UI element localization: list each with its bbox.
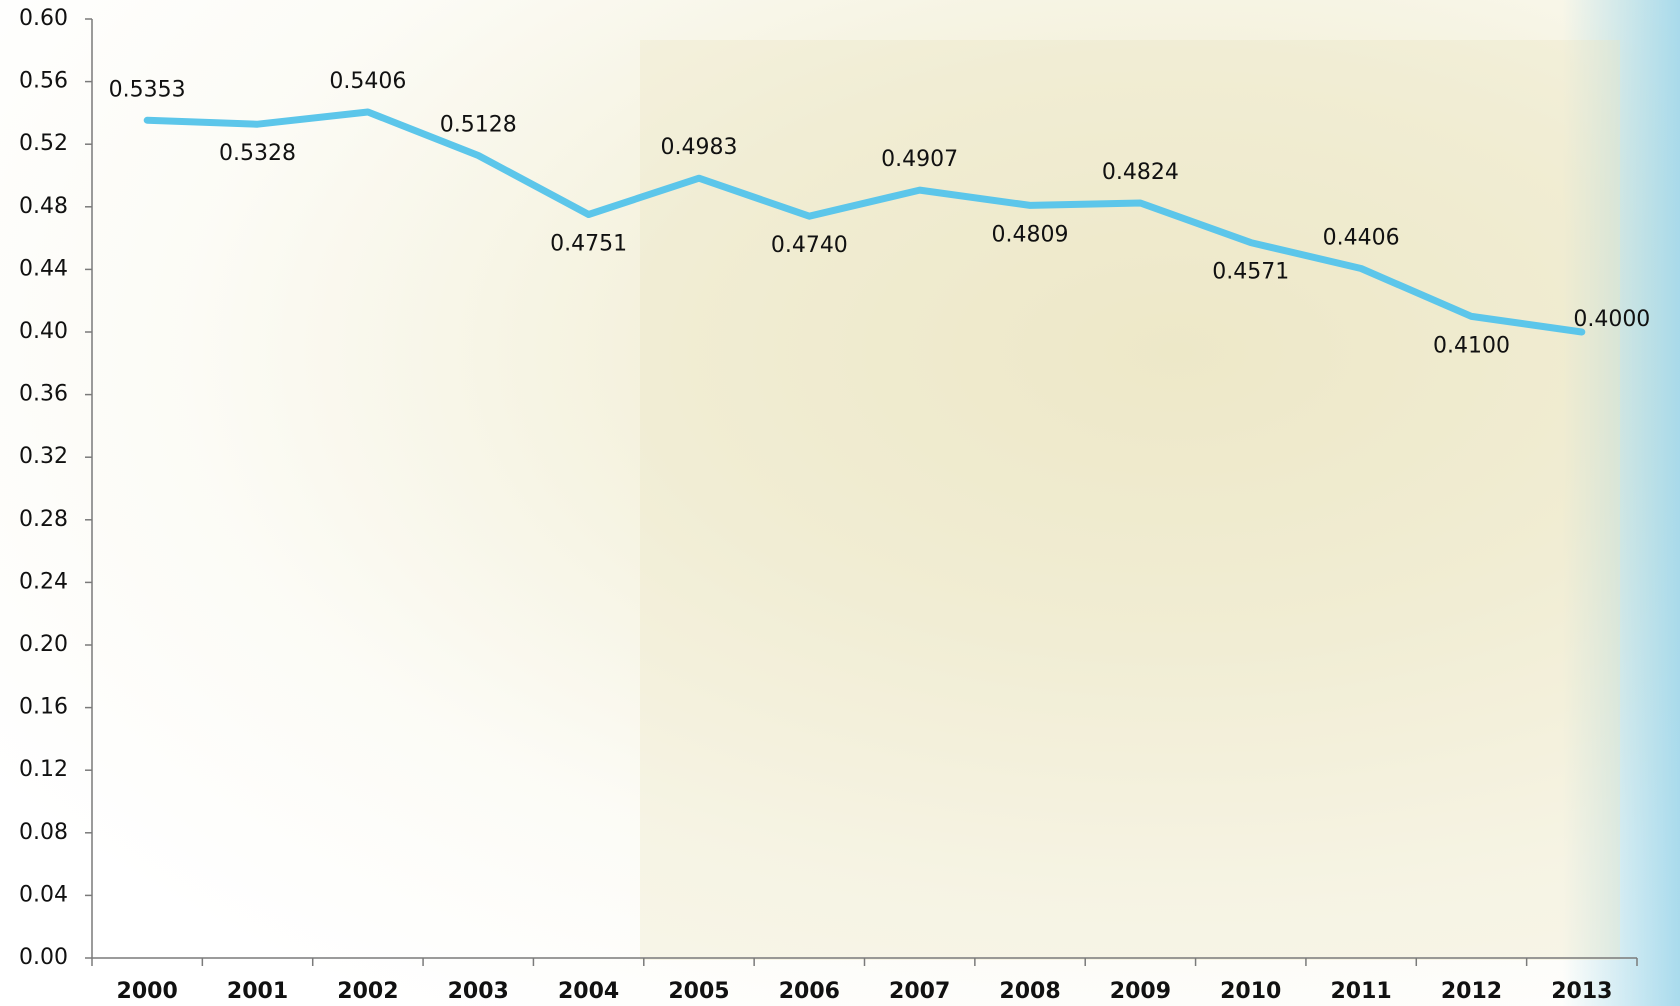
data-label: 0.4809 [992,222,1069,247]
x-tick-label: 2002 [337,979,398,1004]
y-tick-label: 0.52 [19,131,68,156]
x-tick-label: 2001 [227,979,288,1004]
x-tick-label: 2005 [668,979,729,1004]
data-label: 0.4406 [1323,225,1400,250]
x-tick-label: 2010 [1220,979,1281,1004]
y-tick-label: 0.00 [19,945,68,970]
x-tick-label: 2003 [448,979,509,1004]
chart: 0.00 0.04 0.08 0.12 0.16 0.20 0.24 0.28 0.32 0.36… [0,0,1680,1006]
data-label: 0.4751 [550,231,627,256]
data-label: 0.4824 [1102,160,1179,185]
x-tick-label: 2004 [558,979,619,1004]
y-tick-label: 0.12 [19,757,68,782]
x-tick-label: 2009 [1110,979,1171,1004]
y-tick-label: 0.28 [19,507,68,532]
data-label: 0.4100 [1433,333,1510,358]
x-tick-label: 2011 [1330,979,1391,1004]
data-label: 0.4000 [1573,307,1650,332]
data-label: 0.4907 [881,147,958,172]
y-tick-label: 0.24 [19,569,68,594]
y-tick-label: 0.20 [19,632,68,657]
x-tick-label: 2007 [889,979,950,1004]
data-label: 0.5406 [329,69,406,94]
y-tick-label: 0.32 [19,444,68,469]
data-label: 0.5328 [219,141,296,166]
y-tick-label: 0.48 [19,194,68,219]
data-label: 0.4571 [1212,260,1289,285]
y-tick-label: 0.08 [19,820,68,845]
x-tick-label: 2008 [999,979,1060,1004]
x-tick-label: 2013 [1551,979,1612,1004]
data-label: 0.4740 [771,233,848,258]
x-tick-label: 2012 [1441,979,1502,1004]
y-tick-label: 0.60 [19,6,68,31]
x-tick-label: 2006 [779,979,840,1004]
data-label: 0.5353 [109,77,186,102]
y-tick-label: 0.16 [19,695,68,720]
y-tick-label: 0.56 [19,69,68,94]
data-label: 0.5128 [440,112,517,137]
data-label: 0.4983 [660,135,737,160]
y-tick-label: 0.40 [19,319,68,344]
y-tick-label: 0.36 [19,382,68,407]
y-tick-label: 0.44 [19,256,68,281]
y-tick-label: 0.04 [19,882,68,907]
x-tick-label: 2000 [117,979,178,1004]
